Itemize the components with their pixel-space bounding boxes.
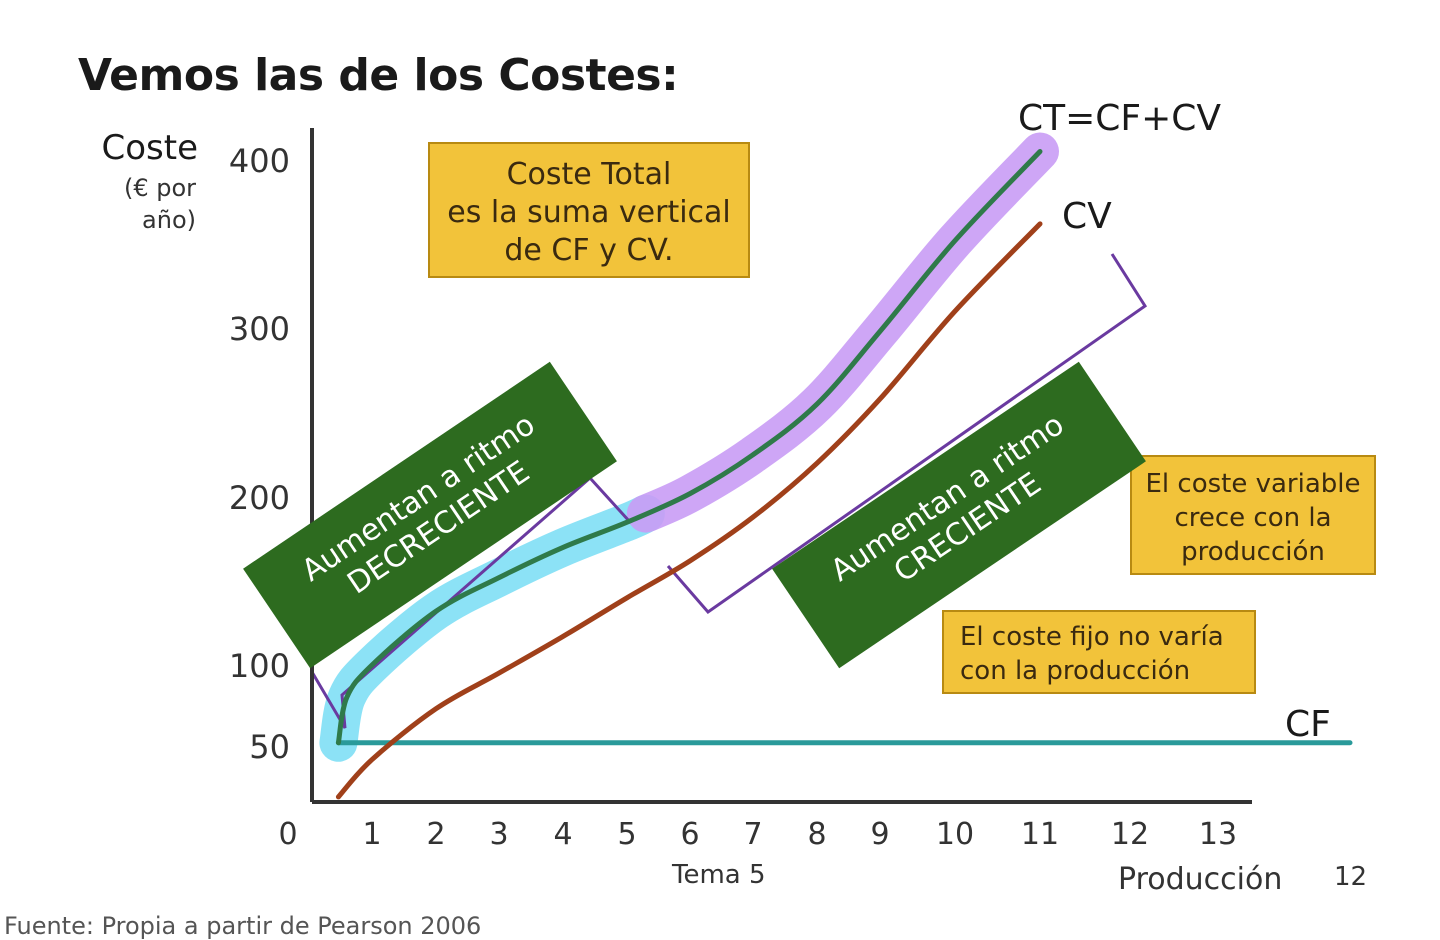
y-tick-label: 300 <box>229 310 290 348</box>
callout-fixed-cost: El coste fijo no varía con la producción <box>942 610 1256 694</box>
x-tick-label: 3 <box>489 817 508 852</box>
y-tick-label: 50 <box>249 728 290 766</box>
page-number: 12 <box>1334 862 1368 892</box>
series-line-cv <box>335 221 1043 800</box>
y-axis-label: Coste <box>101 128 198 168</box>
x-tick-label: 7 <box>743 817 762 852</box>
callout-variable-cost: El coste variable crece con la producció… <box>1130 455 1376 575</box>
y-tick-label: 400 <box>229 142 290 180</box>
callout-line: con la producción <box>960 656 1191 686</box>
axes-layer <box>310 128 1252 804</box>
x-tick-label: 9 <box>870 817 889 852</box>
x-tick-label: 2 <box>426 817 445 852</box>
x-tick-label: 4 <box>553 817 572 852</box>
slide-title: Vemos las de los Costes: <box>78 50 679 101</box>
x-tick-label: 8 <box>807 817 826 852</box>
series-line-ct-cf-cv <box>335 149 1043 746</box>
y-axis-unit: (€ por año) <box>88 172 196 236</box>
series-label: CF <box>1285 704 1331 745</box>
callout-total-cost: Coste Total es la suma vertical de CF y … <box>428 142 750 278</box>
y-tick-label: 200 <box>229 479 290 517</box>
callout-line: Coste Total <box>506 157 672 192</box>
series-label: CV <box>1062 196 1112 237</box>
callout-line: El coste fijo no varía <box>960 622 1224 652</box>
x-tick-label: 1 <box>362 817 381 852</box>
x-tick-label: 12 <box>1111 817 1149 852</box>
source-note: Fuente: Propia a partir de Pearson 2006 <box>4 912 482 940</box>
callout-line: crece con la <box>1174 503 1332 533</box>
x-tick-label: 5 <box>617 817 636 852</box>
bracket-increasing <box>666 253 1148 615</box>
x-tick-label: 6 <box>680 817 699 852</box>
y-axis-unit-line: año) <box>142 206 196 234</box>
callout-line: de CF y CV. <box>504 233 674 268</box>
bracket-layer <box>310 253 1148 729</box>
x-tick-label: 13 <box>1199 817 1237 852</box>
topic-label: Tema 5 <box>672 860 766 890</box>
y-tick-label: 100 <box>229 647 290 685</box>
callout-line: producción <box>1181 537 1325 567</box>
x-tick-label: 11 <box>1021 817 1059 852</box>
x-tick-label: 0 <box>278 817 297 852</box>
x-axis-label: Producción <box>1118 862 1283 897</box>
callout-line: El coste variable <box>1145 469 1361 499</box>
series-layer <box>335 149 1353 800</box>
series-label: CT=CF+CV <box>1018 98 1221 139</box>
x-tick-label: 10 <box>936 817 974 852</box>
callout-line: es la suma vertical <box>447 195 731 230</box>
series-labels-layer: CF CV CT=CF+CV <box>1018 98 1331 745</box>
bracket-decreasing <box>310 475 632 729</box>
y-axis-unit-line: (€ por <box>123 174 196 202</box>
